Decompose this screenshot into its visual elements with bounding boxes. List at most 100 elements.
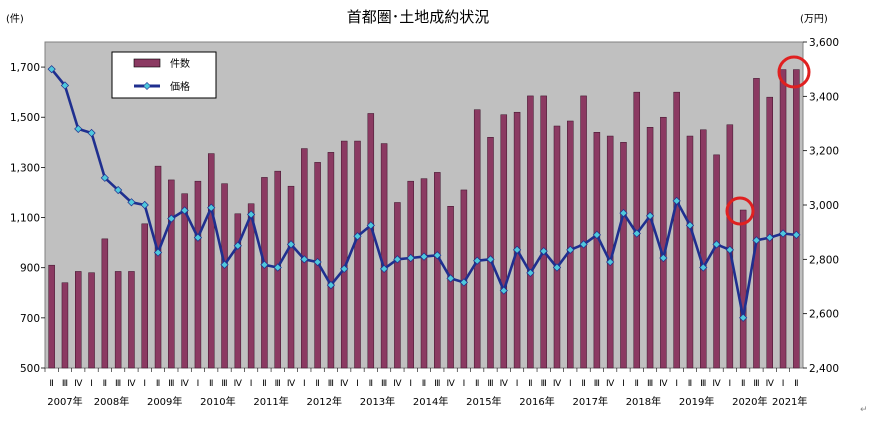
price-point	[47, 65, 56, 74]
price-point	[579, 240, 588, 249]
bar	[221, 183, 228, 369]
year-label: 2007年	[47, 395, 82, 408]
legend-box	[111, 51, 217, 99]
price-point	[60, 81, 70, 90]
price-point	[592, 230, 601, 239]
quarter-label: Ⅰ	[356, 379, 359, 389]
price-point	[672, 196, 681, 206]
price-point	[792, 230, 801, 239]
bar	[101, 238, 109, 369]
quarter-label: Ⅰ	[675, 379, 678, 389]
year-label: 2015年	[466, 395, 501, 408]
quarter-label: Ⅱ	[635, 379, 639, 389]
quarter-label: Ⅲ	[221, 379, 227, 389]
year-label: 2008年	[94, 395, 129, 408]
price-point	[739, 313, 748, 322]
bar	[447, 206, 454, 369]
bar	[61, 282, 69, 369]
bar	[181, 193, 188, 369]
bar	[473, 109, 481, 369]
bar	[75, 271, 82, 369]
quarter-label: Ⅳ	[659, 379, 668, 389]
price-point	[473, 256, 482, 265]
quarter-label: Ⅲ	[115, 379, 121, 389]
chart-title: 首都圏･土地成約状況	[347, 8, 490, 26]
quarter-label: Ⅰ	[143, 379, 146, 389]
legend: 件数 価格	[111, 51, 217, 99]
bar	[713, 154, 720, 369]
left-tick-label: 1,100	[10, 213, 40, 225]
price-point	[526, 268, 535, 278]
price-point	[699, 263, 708, 272]
legend-bar-label: 件数	[170, 57, 190, 70]
price-point	[499, 286, 508, 295]
right-axis-ticks: 2,400 2,600 2,800 3,000 3,200 3,400 3,600	[803, 37, 839, 375]
quarter-label: Ⅰ	[90, 379, 93, 389]
left-tick-label: 900	[20, 263, 40, 275]
bar	[513, 111, 521, 369]
right-tick-label: 3,000	[809, 200, 839, 212]
bar	[287, 185, 295, 369]
price-point	[313, 257, 322, 267]
price-point	[300, 255, 309, 264]
legend-bar-swatch	[133, 58, 161, 68]
bar	[420, 178, 428, 369]
right-tick-label: 2,600	[809, 309, 839, 321]
bar	[367, 113, 375, 369]
right-tick-label: 3,200	[809, 146, 839, 158]
year-label: 2020年	[732, 395, 767, 408]
quarter-label: Ⅲ	[487, 379, 493, 389]
price-point	[74, 124, 83, 134]
quarter-label: Ⅲ	[168, 379, 174, 389]
price-point	[114, 185, 123, 195]
quarter-label: Ⅰ	[303, 379, 306, 389]
bar	[207, 153, 215, 369]
price-point	[419, 252, 429, 261]
year-label: 2019年	[679, 395, 714, 408]
price-point	[127, 198, 136, 207]
quarter-label: Ⅳ	[553, 379, 562, 389]
bar	[753, 78, 760, 369]
bar	[567, 120, 574, 369]
price-point	[393, 255, 402, 264]
price-point	[247, 210, 256, 219]
price-point	[566, 245, 575, 254]
year-label: 2010年	[200, 395, 235, 408]
bar	[793, 69, 800, 369]
price-point	[380, 264, 389, 273]
price-point	[512, 245, 522, 254]
quarter-label: Ⅱ	[262, 379, 266, 389]
quarter-label: Ⅰ	[516, 379, 519, 389]
bar	[88, 272, 95, 369]
year-label: 2011年	[253, 395, 288, 408]
price-point	[659, 253, 668, 263]
price-point	[632, 229, 641, 238]
quarter-label: Ⅰ	[409, 379, 412, 389]
price-point	[433, 251, 442, 260]
left-axis-ticks: 500 700 900 1,100 1,300 1,500 1,700	[10, 62, 45, 375]
price-point	[220, 260, 229, 269]
bar	[779, 69, 787, 369]
price-point	[167, 214, 176, 223]
price-point	[180, 206, 189, 215]
right-tick-label: 2,400	[809, 363, 839, 375]
quarter-label: Ⅲ	[594, 379, 600, 389]
bar	[673, 91, 680, 369]
quarter-label: Ⅱ	[422, 379, 426, 389]
price-point	[778, 229, 788, 238]
quarter-label: Ⅳ	[340, 379, 349, 389]
price-point	[446, 274, 455, 283]
quarter-label: Ⅲ	[700, 379, 706, 389]
price-point	[712, 240, 721, 249]
quarter-label: Ⅱ	[156, 379, 160, 389]
quarter-label: Ⅱ	[49, 379, 53, 389]
bar	[154, 165, 162, 369]
year-label: 2009年	[147, 395, 182, 408]
quarter-label: Ⅱ	[315, 379, 319, 389]
year-label: 2014年	[413, 395, 448, 408]
left-axis-unit: (件)	[6, 13, 24, 25]
bar	[739, 209, 747, 369]
bar	[487, 137, 494, 369]
